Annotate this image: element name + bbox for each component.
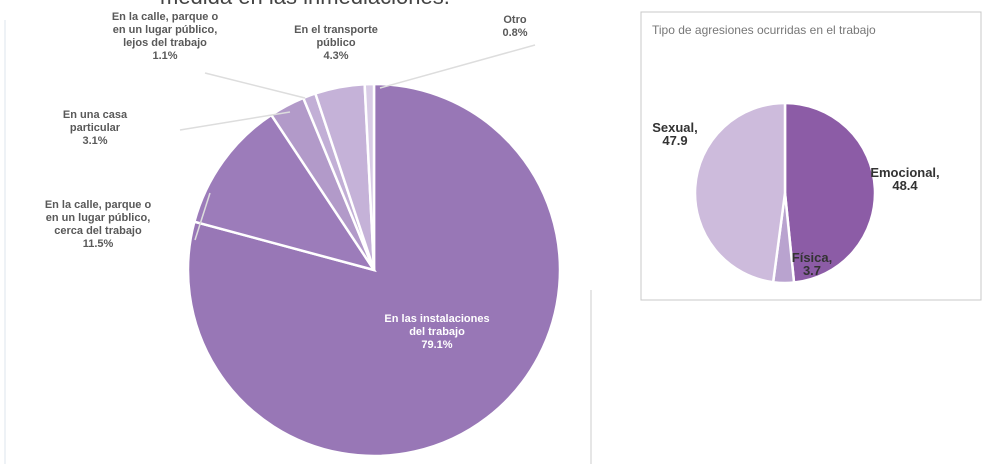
pie-slice — [192, 113, 377, 273]
slice-value-label: 3.7 — [803, 263, 821, 278]
chart-frame — [640, 11, 982, 301]
slice-value-label: 4.3% — [323, 50, 348, 62]
slice-value-label: 11.5% — [83, 238, 114, 250]
pie-slice — [363, 82, 376, 271]
pie-slice — [693, 101, 787, 284]
pie-slice — [783, 101, 877, 284]
leader-line — [379, 44, 536, 89]
slice-label: Emocional, — [870, 165, 939, 180]
slice-label: Otro — [503, 14, 527, 26]
header-text: medida en las inmediaciones. — [160, 0, 450, 9]
leader-line — [179, 111, 291, 131]
slice-value-label: 47.9 — [662, 133, 687, 148]
chart-title: Tipo de agresiones ocurridas en el traba… — [652, 23, 876, 37]
slice-label: En las instalaciones del trabajo — [384, 313, 489, 338]
leader-line — [204, 72, 306, 99]
slice-label: En la calle, parque o en un lugar público… — [112, 11, 219, 49]
slice-label: En una casa particular — [63, 109, 128, 134]
slice-value-label: 79.1% — [421, 339, 452, 351]
slice-value-label: 0.8% — [502, 27, 527, 39]
slice-label: Sexual, — [652, 120, 698, 135]
slice-label: En el transporte público — [294, 24, 378, 49]
slice-label: En la calle, parque o en un lugar público… — [45, 199, 152, 237]
slice-label: Física, — [792, 250, 832, 265]
slice-value-label: 1.1% — [152, 50, 177, 62]
leader-line — [194, 192, 211, 241]
slice-value-label: 48.4 — [892, 178, 918, 193]
slice-value-label: 3.1% — [82, 135, 107, 147]
